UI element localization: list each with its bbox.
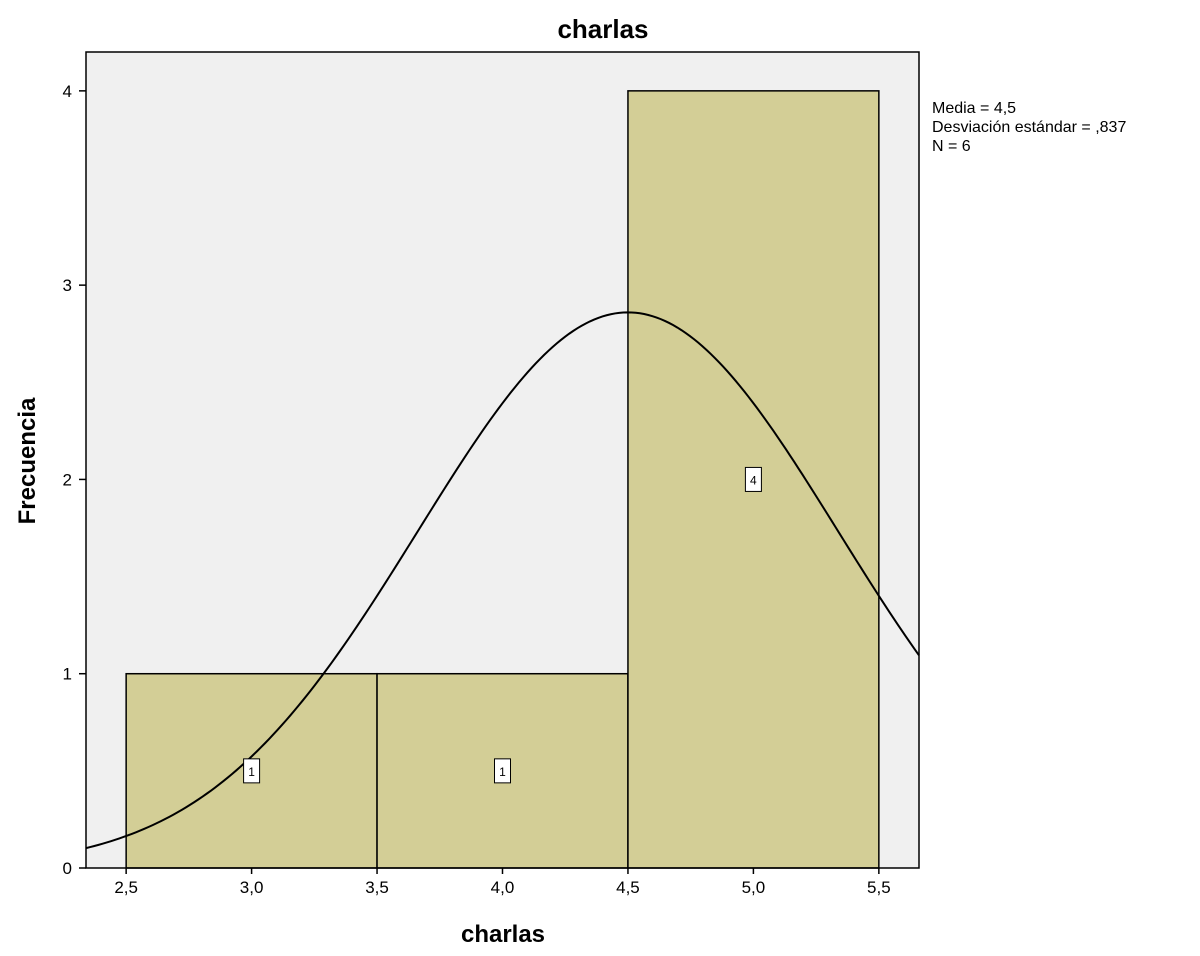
y-axis-label: Frecuencia — [14, 397, 41, 524]
x-tick-label: 4,5 — [616, 878, 640, 897]
x-tick-label: 4,0 — [491, 878, 515, 897]
y-tick-label: 2 — [63, 470, 72, 489]
count-labels-layer: 1 1 4 — [243, 466, 762, 784]
x-tick-label: 5,0 — [742, 878, 766, 897]
stat-n: N = 6 — [932, 138, 971, 155]
stat-mean: Media = 4,5 — [932, 100, 1016, 117]
y-tick-label: 1 — [63, 665, 72, 684]
y-axis: 0 1 2 3 4 — [63, 82, 86, 878]
x-tick-label: 5,5 — [867, 878, 891, 897]
stats-box: Media = 4,5 Desviación estándar = ,837 N… — [932, 100, 1126, 155]
bar-count-label: 1 — [494, 758, 511, 784]
normal-curve — [85, 311, 920, 850]
x-tick-label: 2,5 — [114, 878, 138, 897]
svg-text:1: 1 — [499, 765, 506, 779]
x-tick-label: 3,0 — [240, 878, 264, 897]
bar-count-label: 4 — [744, 466, 762, 492]
chart-title: charlas — [557, 14, 648, 44]
y-tick-label: 3 — [63, 276, 72, 295]
x-axis-label: charlas — [461, 921, 545, 948]
svg-text:1: 1 — [248, 765, 255, 779]
x-axis: 2,5 3,0 3,5 4,0 4,5 5,0 5,5 — [114, 868, 891, 897]
svg-text:4: 4 — [750, 473, 757, 487]
y-tick-label: 4 — [63, 82, 72, 101]
bar-count-label: 1 — [243, 758, 261, 784]
stat-std-dev: Desviación estándar = ,837 — [932, 119, 1126, 136]
y-tick-label: 0 — [63, 859, 72, 878]
x-tick-label: 3,5 — [365, 878, 389, 897]
